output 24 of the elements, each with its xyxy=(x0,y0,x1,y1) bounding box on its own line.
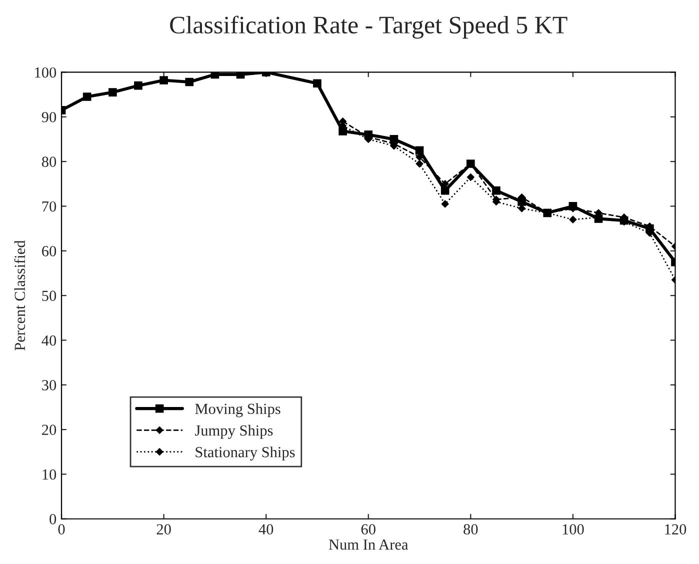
y-tick-label: 80 xyxy=(42,156,56,167)
x-tick-label: 20 xyxy=(156,524,171,534)
y-tick-label: 0 xyxy=(50,514,56,524)
y-tick-label: 40 xyxy=(42,335,56,346)
y-tick-label: 100 xyxy=(35,67,56,78)
y-tick-label: 70 xyxy=(42,201,56,212)
y-tick-label: 50 xyxy=(42,290,56,301)
y-tick-label: 10 xyxy=(42,469,56,480)
x-tick-label: 0 xyxy=(58,524,65,534)
x-tick-label: 40 xyxy=(258,524,274,534)
x-tick-label: 120 xyxy=(665,524,686,534)
x-tick-label: 80 xyxy=(464,524,478,534)
x-tick-label: 60 xyxy=(361,524,376,534)
legend-label: Stationary Ships xyxy=(196,446,295,460)
chart-title: Classification Rate - Target Speed 5 KT xyxy=(170,16,568,39)
y-tick-label: 90 xyxy=(42,112,56,122)
legend-label: Moving Ships xyxy=(195,403,280,418)
y-tick-label: 30 xyxy=(42,380,56,390)
legend-label: Jumpy Ships xyxy=(195,424,273,439)
y-tick-label: 20 xyxy=(42,424,56,435)
y-tick-label: 60 xyxy=(42,246,56,256)
x-axis-title: Num In Area xyxy=(328,540,408,550)
y-axis-title: Percent Classified xyxy=(14,240,26,350)
x-tick-label: 100 xyxy=(562,524,584,534)
